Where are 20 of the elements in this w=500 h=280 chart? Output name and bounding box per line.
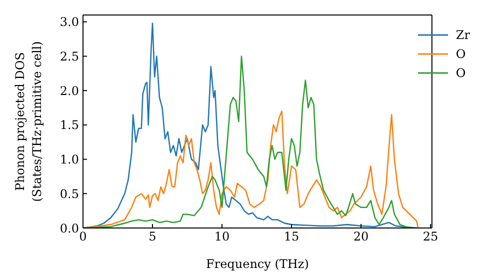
y-tick-label: 1.5 [60, 118, 79, 132]
y-tick-label: 2.0 [60, 84, 79, 98]
legend-label: O [456, 66, 466, 80]
line-series [83, 22, 418, 228]
legend-label: O [456, 46, 466, 60]
x-tick-label: 0 [79, 230, 87, 244]
y-tick-label: 2.5 [60, 49, 79, 64]
y-tick-label: 3.0 [60, 15, 79, 30]
y-tick-label: 1.0 [60, 152, 79, 167]
y-tick-label: 0.0 [60, 221, 79, 236]
line-series [83, 110, 419, 228]
legend-label: Zr [456, 28, 470, 42]
y-tick-label: 0.5 [60, 186, 79, 201]
x-tick-label: 25 [422, 230, 438, 244]
x-tick-label: 10 [214, 230, 230, 244]
x-axis-title: Frequency (THz) [206, 257, 309, 271]
x-tick-label: 20 [353, 230, 369, 244]
x-tick-label: 5 [148, 230, 156, 244]
x-tick-label: 15 [284, 230, 300, 244]
y-axis-title: Phonon projected DOS (States/THz·primitive cell) [13, 41, 44, 202]
